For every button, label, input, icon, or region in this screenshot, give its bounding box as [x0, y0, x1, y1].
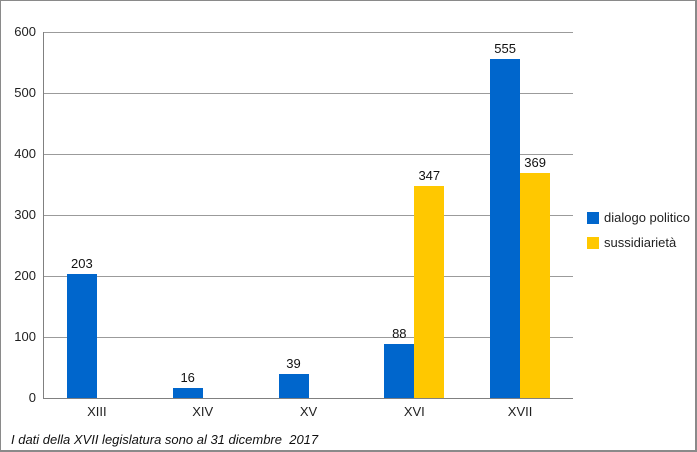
- gridline-100: [44, 337, 573, 338]
- x-tick-label-XVI: XVI: [403, 404, 425, 419]
- bar-XVII-dialogo-politico: [490, 59, 521, 398]
- bar-XIV-dialogo-politico: [172, 388, 203, 398]
- x-tick-label-XIII: XIII: [87, 404, 107, 419]
- legend-swatch-dialogo-politico: [587, 211, 599, 224]
- gridline-200: [44, 276, 573, 277]
- gridline-600: [44, 32, 573, 33]
- plot-area: 0 100 200 300 400 500 600 203 XIII 16 XIV 39 XV 88 347…: [14, 24, 573, 419]
- bar-value-label-XIII-dialogo-politico: 203: [71, 256, 93, 271]
- bar-value-label-XVI-sussidiarietà: 347: [418, 168, 441, 183]
- bar-XVI-sussidiarietà: [414, 186, 445, 398]
- gridline-500: [44, 93, 573, 94]
- gridline-300: [44, 215, 573, 216]
- legend-swatch-sussidiarieta: [587, 236, 599, 249]
- y-tick-label-0: 0: [28, 390, 36, 405]
- bar-XVI-dialogo-politico: [384, 344, 415, 398]
- x-tick-label-XIV: XIV: [192, 404, 214, 419]
- legend-label-sussidiarieta: sussidiarietà: [604, 235, 677, 250]
- legend-label-dialogo-politico: dialogo politico: [604, 210, 691, 225]
- x-tick-label-XVII: XVII: [507, 404, 533, 419]
- bar-value-label-XVII-sussidiarietà: 369: [524, 155, 546, 170]
- legend-item-sussidiarieta: sussidiarietà: [587, 235, 690, 250]
- y-tick-label-500: 500: [14, 85, 36, 100]
- legend-item-dialogo-politico: dialogo politico: [587, 210, 690, 225]
- y-tick-label-600: 600: [14, 24, 36, 39]
- bar-value-label-XIV-dialogo-politico: 16: [180, 370, 195, 385]
- gridline-400: [44, 154, 573, 155]
- x-tick-label-XV: XV: [299, 404, 318, 419]
- bar-value-label-XV-dialogo-politico: 39: [286, 356, 301, 371]
- bar-XIII-dialogo-politico: [66, 274, 97, 398]
- bar-value-label-XVII-dialogo-politico: 555: [494, 41, 516, 56]
- bar-XVII-sussidiarietà: [520, 173, 551, 398]
- y-tick-label-300: 300: [14, 207, 36, 222]
- y-tick-label-400: 400: [14, 146, 36, 161]
- bar-XV-dialogo-politico: [278, 374, 309, 398]
- y-tick-label-100: 100: [14, 329, 36, 344]
- y-tick-label-200: 200: [14, 268, 36, 283]
- footnote: I dati della XVII legislatura sono al 31…: [11, 432, 319, 447]
- legend: dialogo politico sussidiarietà: [587, 210, 690, 260]
- bar-value-label-XVI-dialogo-politico: 88: [392, 326, 407, 341]
